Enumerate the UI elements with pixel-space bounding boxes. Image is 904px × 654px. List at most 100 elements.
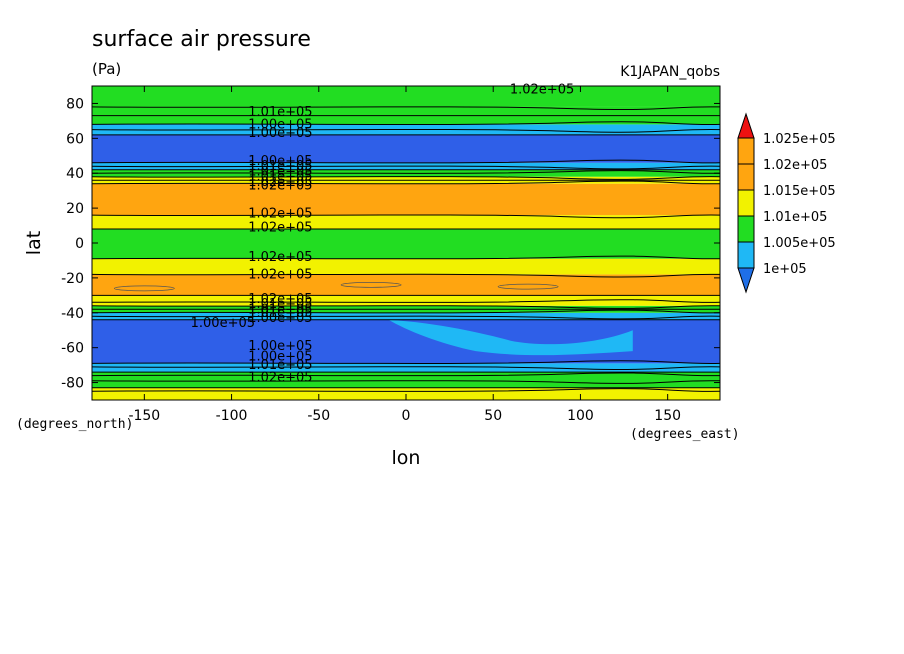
contour-label: 1.02e+05 bbox=[248, 220, 312, 235]
contour-label: 1.00e+05 bbox=[248, 154, 312, 169]
contour-band bbox=[92, 183, 720, 216]
contour-label: 1.02e+05 bbox=[248, 175, 312, 190]
colorbar-label: 1.015e+05 bbox=[763, 184, 836, 199]
units-label: (Pa) bbox=[92, 60, 121, 78]
contour-line bbox=[92, 309, 720, 314]
source-label: K1JAPAN_qobs bbox=[620, 64, 720, 80]
contour-label: 1.00e+05 bbox=[248, 126, 312, 141]
y-axis-label: lat bbox=[23, 231, 45, 255]
contour-label: 1.00e+05 bbox=[248, 311, 312, 326]
contour-line bbox=[92, 128, 720, 133]
contour-line bbox=[92, 366, 720, 370]
contour-label: 1.00e+05 bbox=[248, 339, 312, 354]
y-unit-label: (degrees_north) bbox=[16, 417, 133, 432]
contour-label: 1.01e+05 bbox=[248, 164, 312, 179]
colorbar-label: 1.02e+05 bbox=[763, 158, 827, 173]
y-tick-label: 60 bbox=[66, 131, 84, 147]
x-tick-label: 150 bbox=[654, 408, 681, 424]
contour-line bbox=[340, 281, 402, 288]
contour-band bbox=[92, 363, 720, 373]
contour-band bbox=[92, 215, 720, 230]
contour-line bbox=[92, 372, 720, 377]
y-tick-label: 40 bbox=[66, 166, 84, 182]
y-tick-label: 0 bbox=[75, 236, 84, 252]
colorbar-over-triangle bbox=[737, 112, 755, 139]
contour-band bbox=[92, 229, 720, 259]
contour-line bbox=[92, 159, 720, 164]
contour-line bbox=[92, 180, 720, 185]
contour-line bbox=[92, 121, 720, 125]
y-tick-label: 20 bbox=[66, 201, 84, 217]
contour-label: 1.00e+05 bbox=[248, 349, 312, 364]
contour-label: 1.00e+05 bbox=[191, 316, 255, 331]
y-tick-label: -60 bbox=[61, 341, 84, 357]
contour-label: 1.02e+05 bbox=[510, 82, 574, 97]
x-unit-label: (degrees_east) bbox=[630, 427, 740, 442]
contour-band bbox=[92, 134, 720, 163]
y-tick-label: -40 bbox=[61, 306, 84, 322]
contour-label: 1.02e+05 bbox=[248, 370, 312, 385]
contour-label: 1.02e+05 bbox=[248, 178, 312, 193]
y-tick-label: -20 bbox=[61, 271, 84, 287]
contour-line bbox=[92, 380, 720, 384]
contour-label: 1.01e+05 bbox=[248, 297, 312, 312]
contour-band bbox=[92, 258, 720, 275]
contour-label: 1.01e+05 bbox=[248, 306, 312, 321]
colorbar-segment bbox=[737, 241, 755, 269]
contour-line bbox=[497, 283, 559, 290]
contour-label: 1.02e+05 bbox=[248, 206, 312, 221]
contour-line bbox=[92, 165, 720, 170]
colorbar-label: 1e+05 bbox=[763, 262, 807, 277]
x-tick-label: 0 bbox=[402, 408, 411, 424]
colorbar-under-triangle bbox=[737, 267, 755, 294]
contour-label: 1.01e+05 bbox=[248, 159, 312, 174]
y-tick-label: 80 bbox=[66, 96, 84, 112]
colorbar-label: 1.01e+05 bbox=[763, 210, 827, 225]
contour-label: 1.01e+05 bbox=[248, 105, 312, 120]
x-axis: -150 -100 -50 0 50 100 150 bbox=[128, 86, 681, 424]
contour-line bbox=[92, 305, 720, 309]
contour-line bbox=[92, 360, 720, 364]
contour-band bbox=[92, 274, 720, 296]
contour-label: 1.00e+05 bbox=[248, 117, 312, 132]
contour-label: 1.02e+05 bbox=[248, 250, 312, 265]
filled-contour-bands bbox=[92, 86, 720, 400]
contour-label: 1.02e+05 bbox=[248, 292, 312, 307]
contour-line bbox=[92, 388, 720, 392]
x-tick-label: -50 bbox=[307, 408, 330, 424]
colorbar-segment bbox=[737, 163, 755, 191]
contour-band-region bbox=[388, 319, 633, 356]
contour-line bbox=[92, 273, 720, 278]
contour-line bbox=[92, 315, 720, 320]
colorbar-segment bbox=[737, 215, 755, 243]
contour-band bbox=[92, 295, 720, 306]
colorbar-label: 1.005e+05 bbox=[763, 236, 836, 251]
contour-line bbox=[92, 106, 720, 111]
contour-line bbox=[92, 255, 720, 260]
contour-labels: 1.02e+051.01e+051.00e+051.00e+051.00e+05… bbox=[191, 82, 575, 385]
x-tick-label: 50 bbox=[484, 408, 502, 424]
x-axis-label: lon bbox=[392, 447, 421, 469]
colorbar-label: 1.025e+05 bbox=[763, 132, 836, 147]
contour-line bbox=[92, 176, 720, 180]
y-axis: -80 -60 -40 -20 0 20 40 60 80 bbox=[61, 96, 720, 392]
contour-band bbox=[92, 86, 720, 107]
x-tick-label: -150 bbox=[128, 408, 160, 424]
x-tick-label: 100 bbox=[567, 408, 594, 424]
contour-label: 1.01e+05 bbox=[248, 302, 312, 317]
colorbar-segment bbox=[737, 189, 755, 217]
contour-label: 1.01e+05 bbox=[248, 358, 312, 373]
contour-label: 1.02e+05 bbox=[248, 267, 312, 282]
colorbar: 1.025e+05 1.02e+05 1.015e+05 1.01e+05 1.005e… bbox=[737, 112, 836, 294]
contour-lines bbox=[92, 106, 720, 392]
contour-line bbox=[92, 299, 720, 303]
colorbar-segment bbox=[737, 137, 755, 165]
contour-line bbox=[92, 170, 720, 174]
chart-title: surface air pressure bbox=[92, 27, 311, 52]
contour-label: 1.01e+05 bbox=[248, 170, 312, 185]
contour-line bbox=[113, 285, 175, 292]
x-tick-label: -100 bbox=[216, 408, 248, 424]
y-tick-label: -80 bbox=[61, 376, 84, 392]
contour-line bbox=[92, 214, 720, 219]
